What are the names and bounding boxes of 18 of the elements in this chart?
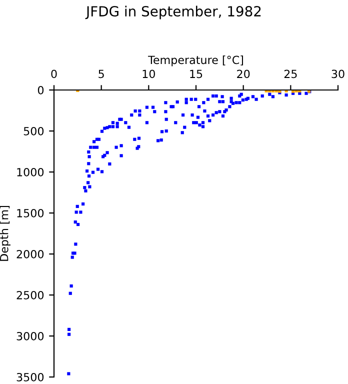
y-tick-label: 500 xyxy=(24,126,44,136)
chart-title: JFDG in September, 1982 xyxy=(85,6,261,20)
x-tick-label: 0 xyxy=(51,70,57,78)
y-tick-label: 0 xyxy=(38,86,44,94)
y-tick-label: 1500 xyxy=(17,208,44,218)
x-tick-label: 10 xyxy=(142,70,155,78)
x-tick-label: 5 xyxy=(98,70,104,78)
x-tick-label: 20 xyxy=(237,70,250,78)
y-tick-label: 3000 xyxy=(16,332,44,340)
x-tick-label: 15 xyxy=(190,70,202,78)
y-tick-label: 1000 xyxy=(17,168,44,176)
y-tick-label: 2000 xyxy=(16,250,44,258)
y-tick-label: 3500 xyxy=(16,372,44,382)
y-tick-label: 2500 xyxy=(16,290,44,300)
x-tick-label: 30 xyxy=(332,70,344,78)
x-axis-title: Temperature [°C] xyxy=(148,56,243,66)
x-tick-label: 25 xyxy=(284,70,297,78)
y-axis-title: Depth [m] xyxy=(0,206,10,261)
